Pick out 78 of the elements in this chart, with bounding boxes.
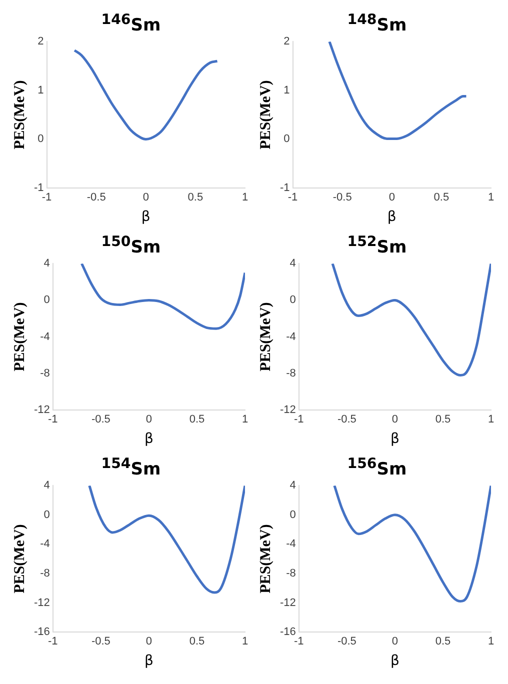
x-tick-label: 0 bbox=[392, 636, 398, 648]
y-tick-label: -8 bbox=[40, 367, 50, 380]
y-tick-label: -8 bbox=[286, 367, 296, 380]
y-tick-label: 1 bbox=[38, 84, 44, 96]
y-axis-title: PES(MeV) bbox=[258, 524, 274, 594]
line-series bbox=[73, 49, 218, 140]
y-tick-label: 4 bbox=[44, 480, 50, 492]
y-axis-title: PES(MeV) bbox=[12, 302, 28, 372]
x-tick-label: -0.5 bbox=[337, 636, 356, 648]
x-tick-label: -0.5 bbox=[332, 192, 352, 204]
y-tick-label: 4 bbox=[290, 480, 296, 492]
y-tick-label: 2 bbox=[38, 36, 44, 48]
chart-title: $^{156}$Sm bbox=[347, 455, 407, 480]
chart-title: $^{150}$Sm bbox=[101, 233, 161, 258]
x-axis-title: β bbox=[390, 431, 400, 448]
y-tick-label: 4 bbox=[44, 258, 50, 270]
y-tick-label: -1 bbox=[280, 182, 290, 194]
y-tick-label: 0 bbox=[44, 508, 50, 521]
x-tick-label: 0 bbox=[388, 192, 395, 204]
x-tick-label: -0.5 bbox=[91, 636, 110, 648]
line-series bbox=[328, 42, 468, 140]
y-tick-label: 1 bbox=[284, 84, 290, 96]
x-axis-title: β bbox=[390, 653, 400, 670]
x-tick-label: 1 bbox=[488, 414, 494, 426]
y-tick-label: -12 bbox=[34, 596, 50, 609]
y-axis-title: PES(MeV) bbox=[258, 302, 274, 372]
y-tick-label: 4 bbox=[290, 258, 296, 270]
x-tick-label: 0 bbox=[146, 414, 152, 426]
y-axis-title: PES(MeV) bbox=[258, 80, 274, 150]
line-series bbox=[331, 264, 491, 376]
x-tick-label: 0.5 bbox=[435, 414, 451, 426]
y-tick-label: 2 bbox=[284, 36, 290, 48]
x-tick-label: 0 bbox=[142, 192, 149, 204]
y-tick-label: 0 bbox=[290, 294, 296, 306]
chart-title: $^{152}$Sm bbox=[347, 233, 407, 258]
x-tick-label: -0.5 bbox=[337, 414, 356, 426]
y-tick-label: -16 bbox=[34, 626, 50, 638]
x-tick-label: 0.5 bbox=[189, 414, 205, 426]
x-axis-title: β bbox=[387, 209, 396, 226]
x-tick-label: 1 bbox=[488, 636, 494, 648]
y-axis-title: PES(MeV) bbox=[12, 524, 28, 594]
x-tick-label: -0.5 bbox=[91, 414, 110, 426]
line-series bbox=[88, 486, 245, 594]
y-tick-label: -4 bbox=[40, 538, 50, 550]
line-series bbox=[80, 264, 245, 330]
y-tick-label: -8 bbox=[40, 567, 50, 580]
x-tick-label: 0.5 bbox=[435, 636, 451, 648]
y-tick-label: -8 bbox=[286, 567, 296, 580]
y-tick-label: 0 bbox=[290, 508, 296, 521]
x-tick-label: 0.5 bbox=[434, 192, 450, 204]
y-tick-label: -16 bbox=[280, 626, 296, 638]
x-tick-label: 0.5 bbox=[188, 192, 204, 204]
x-axis-title: β bbox=[144, 431, 154, 448]
x-tick-label: -0.5 bbox=[86, 192, 106, 204]
x-tick-label: 1 bbox=[242, 636, 248, 648]
y-tick-label: -12 bbox=[34, 404, 50, 416]
x-axis-title: β bbox=[141, 209, 150, 226]
y-tick-label: 0 bbox=[44, 294, 50, 306]
y-tick-label: 0 bbox=[38, 133, 44, 146]
x-tick-label: 1 bbox=[242, 192, 248, 204]
x-tick-label: 0 bbox=[146, 636, 152, 648]
y-tick-label: -12 bbox=[280, 404, 296, 416]
y-tick-label: 0 bbox=[284, 133, 290, 146]
line-series bbox=[333, 486, 491, 603]
y-tick-label: -12 bbox=[280, 596, 296, 609]
y-tick-label: -1 bbox=[34, 182, 44, 194]
chart-title: $^{146}$Sm bbox=[101, 11, 161, 36]
x-tick-label: 1 bbox=[242, 414, 248, 426]
y-tick-label: -4 bbox=[286, 330, 296, 343]
chart-title: $^{148}$Sm bbox=[347, 11, 407, 36]
y-axis-title: PES(MeV) bbox=[12, 80, 28, 150]
x-axis-title: β bbox=[144, 653, 154, 670]
y-tick-label: -4 bbox=[40, 330, 50, 343]
x-tick-label: 0.5 bbox=[189, 636, 205, 648]
x-tick-label: 0 bbox=[392, 414, 398, 426]
chart-title: $^{154}$Sm bbox=[101, 455, 161, 480]
x-tick-label: 1 bbox=[488, 192, 494, 204]
y-tick-label: -4 bbox=[286, 538, 296, 550]
